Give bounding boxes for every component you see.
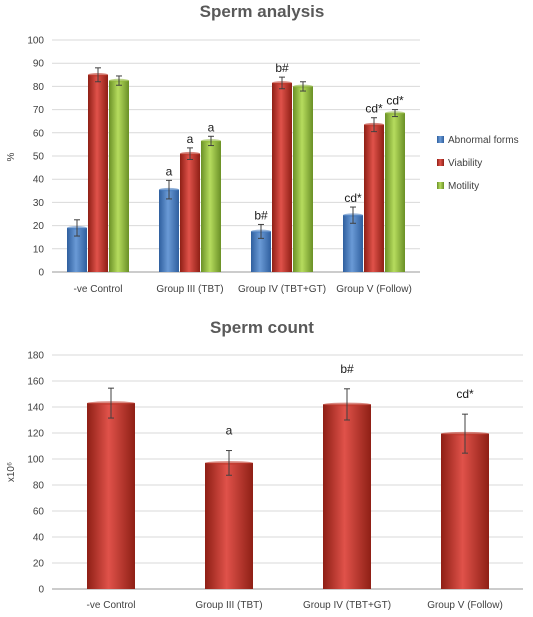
significance-label: a bbox=[226, 424, 233, 438]
y-axis-label: % bbox=[6, 152, 17, 161]
y-tick-label: 160 bbox=[27, 377, 44, 388]
y-tick-label: 60 bbox=[33, 507, 45, 518]
bar bbox=[385, 113, 405, 272]
significance-label: a bbox=[208, 120, 215, 134]
x-tick-label: Group V (Follow) bbox=[336, 284, 412, 295]
y-tick-label: 40 bbox=[33, 533, 45, 544]
x-tick-label: Group V (Follow) bbox=[427, 600, 503, 611]
y-tick-label: 0 bbox=[38, 585, 44, 596]
y-tick-labels: 0 20 40 60 80 100 120 140 160 180 bbox=[27, 351, 44, 596]
legend-swatch bbox=[437, 159, 444, 166]
x-tick-labels: -ve Control Group III (TBT) Group IV (TBT+… bbox=[74, 284, 412, 295]
x-tick-label: Group III (TBT) bbox=[195, 600, 262, 611]
y-tick-label: 90 bbox=[33, 59, 45, 70]
y-tick-label: 30 bbox=[33, 198, 45, 209]
x-tick-labels: -ve Control Group III (TBT) Group IV (TBT+… bbox=[87, 600, 503, 611]
bar bbox=[343, 215, 363, 272]
legend-swatch bbox=[437, 136, 444, 143]
bar bbox=[87, 403, 135, 589]
bar bbox=[109, 80, 129, 272]
significance-label: a bbox=[166, 164, 173, 178]
y-axis-label: x10⁶ bbox=[6, 462, 17, 482]
bar bbox=[67, 227, 87, 272]
bar bbox=[293, 86, 313, 273]
bar bbox=[205, 462, 253, 589]
y-tick-labels: 0 10 20 30 40 50 60 70 80 90 100 bbox=[27, 36, 44, 279]
legend-label: Viability bbox=[448, 158, 482, 169]
y-tick-label: 20 bbox=[33, 559, 45, 570]
chart-title: Sperm analysis bbox=[200, 2, 325, 21]
bar bbox=[364, 124, 384, 273]
y-tick-label: 20 bbox=[33, 221, 45, 232]
chart-title: Sperm count bbox=[210, 318, 314, 337]
legend-swatch bbox=[437, 182, 444, 189]
y-tick-label: 40 bbox=[33, 175, 45, 186]
bar bbox=[272, 82, 292, 272]
y-tick-label: 120 bbox=[27, 429, 44, 440]
x-tick-label: Group IV (TBT+GT) bbox=[238, 284, 326, 295]
bars: a b# cd* bbox=[87, 362, 489, 589]
y-tick-label: 10 bbox=[33, 244, 45, 255]
y-tick-label: 180 bbox=[27, 351, 44, 362]
y-tick-label: 50 bbox=[33, 152, 45, 163]
significance-label: cd* bbox=[386, 94, 404, 108]
bar bbox=[323, 404, 371, 589]
y-tick-label: 80 bbox=[33, 481, 45, 492]
y-tick-label: 80 bbox=[33, 82, 45, 93]
x-tick-label: -ve Control bbox=[87, 600, 136, 611]
legend: Abnormal forms Viability Motility bbox=[437, 135, 519, 192]
y-tick-label: 60 bbox=[33, 128, 45, 139]
significance-label: cd* bbox=[365, 102, 383, 116]
x-tick-label: -ve Control bbox=[74, 284, 123, 295]
y-tick-label: 100 bbox=[27, 36, 44, 47]
significance-label: cd* bbox=[344, 191, 362, 205]
bar bbox=[159, 189, 179, 272]
bar bbox=[180, 153, 200, 272]
significance-label: b# bbox=[254, 208, 268, 222]
y-tick-label: 100 bbox=[27, 455, 44, 466]
significance-label: a bbox=[187, 132, 194, 146]
significance-label: b# bbox=[340, 362, 354, 376]
sperm-analysis-chart: Sperm analysis % 0102030405060708090100 … bbox=[6, 2, 519, 295]
bar bbox=[251, 231, 271, 272]
bar bbox=[201, 140, 221, 272]
bar bbox=[441, 433, 489, 589]
y-tick-label: 70 bbox=[33, 105, 45, 116]
y-tick-label: 140 bbox=[27, 403, 44, 414]
sperm-count-chart: Sperm count x10⁶ 0 20 40 60 80 100 120 140 160 18… bbox=[6, 318, 523, 611]
x-tick-label: Group IV (TBT+GT) bbox=[303, 600, 391, 611]
y-tick-label: 0 bbox=[38, 268, 44, 279]
significance-label: cd* bbox=[456, 387, 474, 401]
bar bbox=[88, 74, 108, 272]
legend-label: Abnormal forms bbox=[448, 135, 519, 146]
significance-label: b# bbox=[275, 61, 289, 75]
legend-label: Motility bbox=[448, 181, 479, 192]
x-tick-label: Group III (TBT) bbox=[156, 284, 223, 295]
